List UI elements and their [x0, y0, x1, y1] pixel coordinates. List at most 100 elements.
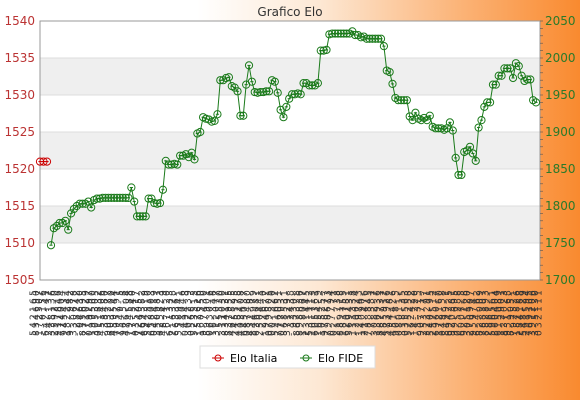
x-tick-glyph: 3: [218, 330, 228, 336]
x-tick-glyph: 4: [57, 290, 67, 296]
x-tick-glyph: 7: [103, 298, 113, 304]
x-tick-glyph: 2: [342, 322, 352, 328]
x-axis-tick-clutter: 5612450964387052716510--14-246731-426318…: [29, 290, 544, 336]
x-tick-glyph: 1: [274, 290, 284, 296]
x-tick-glyph: 4: [175, 298, 185, 304]
x-tick-glyph: 7: [72, 306, 82, 312]
x-tick-glyph: 4: [144, 322, 154, 328]
series-point: [239, 111, 248, 120]
x-tick-glyph: 6: [76, 306, 86, 312]
x-tick-glyph: 5: [193, 322, 203, 328]
x-tick-glyph: 6: [147, 330, 157, 336]
x-tick-glyph: 2: [444, 298, 454, 304]
x-tick-glyph: 2: [485, 330, 495, 336]
x-tick-glyph: 1: [94, 322, 104, 328]
x-tick-glyph: 2: [510, 298, 520, 304]
x-tick-glyph: 7: [249, 298, 259, 304]
x-tick-glyph: 6: [407, 322, 417, 328]
x-tick-glyph: 4: [150, 322, 160, 328]
x-tick-glyph: 3: [448, 306, 458, 312]
x-tick-glyph: 1: [361, 322, 371, 328]
x-tick-glyph: 1: [88, 330, 98, 336]
x-tick-glyph: 8: [181, 290, 191, 296]
x-tick-glyph: 4: [364, 298, 374, 304]
x-tick-glyph: 2: [227, 314, 237, 320]
series-point: [313, 79, 322, 88]
x-tick-glyph: 7: [364, 330, 374, 336]
x-tick-glyph: 0: [317, 322, 327, 328]
x-tick-glyph: 5: [113, 314, 123, 320]
x-tick-glyph: 8: [438, 290, 448, 296]
x-tick-glyph: 0: [91, 322, 101, 328]
x-tick-glyph: 8: [296, 314, 306, 320]
x-tick-glyph: 5: [224, 298, 234, 304]
x-tick-glyph: 7: [125, 330, 135, 336]
x-tick-glyph: 4: [286, 306, 296, 312]
y-left-tick-label: 1505: [4, 273, 35, 287]
x-tick-glyph: 1: [463, 306, 473, 312]
x-tick-glyph: 4: [159, 306, 169, 312]
x-tick-glyph: 9: [441, 306, 451, 312]
x-tick-glyph: 0: [308, 322, 318, 328]
series-point: [529, 96, 538, 105]
x-tick-glyph: 9: [423, 298, 433, 304]
x-tick-glyph: 1: [128, 330, 138, 336]
x-tick-glyph: 7: [308, 306, 318, 312]
x-tick-glyph: 5: [274, 298, 284, 304]
x-tick-glyph: 4: [516, 314, 526, 320]
x-tick-glyph: 5: [255, 322, 265, 328]
x-tick-glyph: 5: [79, 314, 89, 320]
x-tick-glyph: 2: [317, 306, 327, 312]
x-tick-glyph: 4: [327, 290, 337, 296]
x-tick-glyph: 8: [513, 306, 523, 312]
x-tick-glyph: 7: [404, 322, 414, 328]
x-tick-glyph: 9: [460, 330, 470, 336]
x-tick-glyph: -: [181, 301, 191, 304]
x-tick-glyph: 6: [209, 290, 219, 296]
x-tick-glyph: 5: [227, 290, 237, 296]
series-point: [224, 73, 234, 82]
x-tick-glyph: 2: [516, 330, 526, 336]
x-tick-glyph: -: [209, 317, 219, 320]
x-tick-glyph: -: [475, 317, 485, 320]
x-tick-glyph: 2: [193, 298, 203, 304]
x-tick-glyph: 3: [500, 322, 510, 328]
y-right-tick-label: 1800: [545, 199, 576, 213]
x-tick-glyph: 3: [355, 290, 365, 296]
x-tick-glyph: 0: [528, 298, 538, 304]
series-point: [419, 113, 429, 123]
x-tick-glyph: 1: [308, 314, 318, 320]
x-tick-glyph: 1: [479, 290, 489, 296]
x-tick-glyph: 5: [451, 290, 461, 296]
series-point: [385, 67, 394, 77]
x-tick-glyph: 5: [144, 330, 154, 336]
x-tick-glyph: 7: [234, 298, 244, 304]
x-tick-glyph: 0: [203, 298, 213, 304]
x-tick-glyph: 3: [311, 306, 321, 312]
x-tick-glyph: 1: [54, 322, 64, 328]
series-point: [508, 73, 518, 83]
x-tick-glyph: 9: [336, 314, 346, 320]
series-point: [58, 218, 67, 228]
x-tick-glyph: 8: [395, 322, 405, 328]
x-tick-glyph: 2: [29, 314, 39, 320]
x-tick-glyph: -: [460, 317, 470, 320]
x-tick-glyph: 4: [389, 306, 399, 312]
x-tick-glyph: 9: [451, 322, 461, 328]
x-tick-glyph: 2: [246, 314, 256, 320]
x-tick-glyph: 1: [218, 322, 228, 328]
x-tick-glyph: 9: [510, 322, 520, 328]
x-tick-glyph: 9: [203, 306, 213, 312]
x-tick-glyph: -: [327, 325, 337, 328]
x-tick-glyph: -: [457, 301, 467, 304]
x-tick-glyph: 6: [141, 330, 151, 336]
x-tick-glyph: 7: [339, 306, 349, 312]
x-tick-glyph: 0: [147, 306, 157, 312]
x-tick-glyph: 2: [460, 306, 470, 312]
x-tick-glyph: 9: [141, 322, 151, 328]
x-tick-glyph: 3: [45, 298, 55, 304]
x-tick-glyph: -: [200, 325, 210, 328]
x-tick-glyph: 6: [196, 322, 206, 328]
x-tick-glyph: 0: [435, 290, 445, 296]
